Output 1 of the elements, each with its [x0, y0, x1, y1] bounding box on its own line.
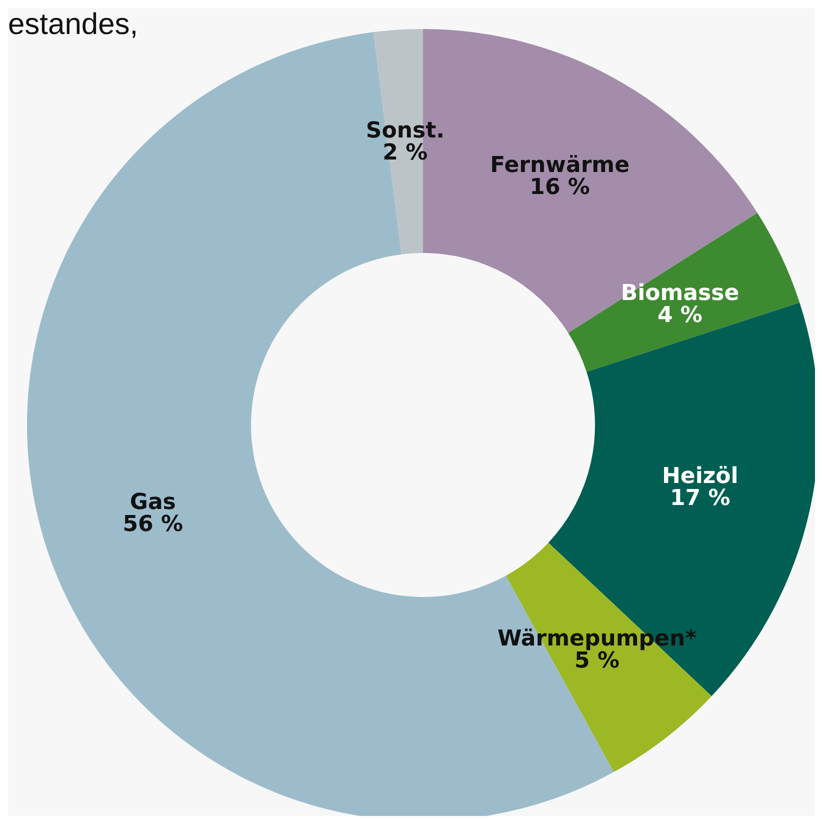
chart-title: estandes,: [8, 8, 138, 42]
